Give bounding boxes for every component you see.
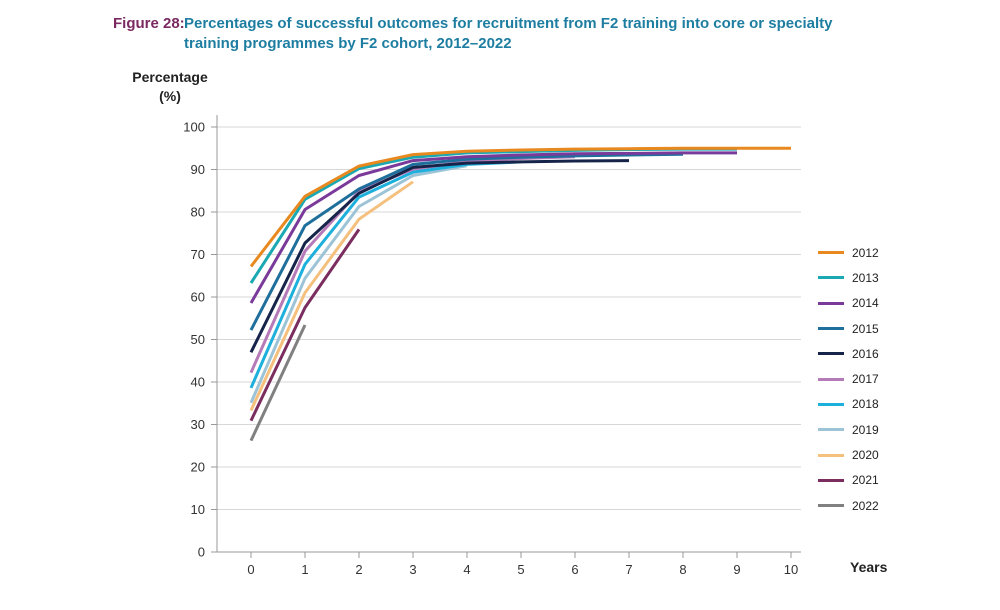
- series-line-2021: [249, 228, 361, 422]
- legend-label-2018: 2018: [852, 397, 879, 412]
- legend-item-2020: 2020: [818, 442, 898, 467]
- legend-item-2016: 2016: [818, 341, 898, 366]
- legend-label-2022: 2022: [852, 498, 879, 513]
- series-line-2016: [249, 159, 630, 353]
- legend-swatch-2017: [818, 377, 844, 381]
- legend-label-2017: 2017: [852, 372, 879, 387]
- x-tick-label-3: 3: [409, 562, 416, 577]
- legend-label-2015: 2015: [852, 321, 879, 336]
- legend-swatch-2013: [818, 276, 844, 280]
- legend-label-2016: 2016: [852, 346, 879, 361]
- legend-item-2014: 2014: [818, 291, 898, 316]
- x-tick-label-0: 0: [247, 562, 254, 577]
- series-line-2014: [249, 151, 737, 304]
- x-tick-label-6: 6: [571, 562, 578, 577]
- x-tick-label-5: 5: [517, 562, 524, 577]
- series-line-2019: [249, 164, 468, 404]
- legend-item-2017: 2017: [818, 366, 898, 391]
- legend-item-2019: 2019: [818, 417, 898, 442]
- legend-swatch-2014: [818, 301, 844, 305]
- legend-swatch-2016: [818, 352, 844, 356]
- legend-item-2015: 2015: [818, 316, 898, 341]
- legend-swatch-2012: [818, 251, 844, 255]
- legend-swatch-2020: [818, 453, 844, 457]
- y-tick-label-60: 60: [191, 290, 205, 305]
- y-tick-label-0: 0: [198, 545, 205, 560]
- x-tick-label-9: 9: [733, 562, 740, 577]
- legend-item-2022: 2022: [818, 493, 898, 518]
- x-tick-label-1: 1: [301, 562, 308, 577]
- x-tick-label-2: 2: [355, 562, 362, 577]
- figure-title: Figure 28: Percentages of successful out…: [113, 14, 873, 54]
- legend-item-2013: 2013: [818, 265, 898, 290]
- y-tick-label-80: 80: [191, 205, 205, 220]
- series-line-2012: [249, 146, 791, 268]
- y-axis-label-line-1: Percentage: [132, 69, 208, 85]
- y-tick-label-40: 40: [191, 375, 205, 390]
- legend-label-2013: 2013: [852, 270, 879, 285]
- legend-label-2014: 2014: [852, 296, 879, 311]
- x-tick-label-8: 8: [679, 562, 686, 577]
- chart-legend: 2012 2013 2014 2015 2016 2017 2018 2019 2020 2021…: [818, 240, 898, 518]
- series-line-2020: [249, 180, 414, 412]
- y-tick-label-20: 20: [191, 460, 205, 475]
- y-tick-label-50: 50: [191, 332, 205, 347]
- y-axis-label: Percentage (%): [120, 68, 220, 106]
- y-tick-label-70: 70: [191, 247, 205, 262]
- legend-swatch-2021: [818, 478, 844, 482]
- x-tick-label-4: 4: [463, 562, 470, 577]
- y-tick-label-90: 90: [191, 162, 205, 177]
- legend-swatch-2015: [818, 327, 844, 331]
- figure-number: Figure 28:: [113, 15, 185, 32]
- y-tick-label-10: 10: [191, 502, 205, 517]
- legend-swatch-2018: [818, 402, 844, 406]
- y-tick-label-100: 100: [183, 120, 205, 135]
- series-line-2015: [249, 152, 684, 331]
- series-line-2022: [249, 324, 307, 442]
- legend-item-2018: 2018: [818, 392, 898, 417]
- legend-swatch-2019: [818, 428, 844, 432]
- series-line-2017: [249, 155, 576, 374]
- legend-label-2019: 2019: [852, 422, 879, 437]
- x-tick-label-7: 7: [625, 562, 632, 577]
- legend-label-2020: 2020: [852, 448, 879, 463]
- legend-item-2021: 2021: [818, 468, 898, 493]
- legend-label-2021: 2021: [852, 473, 879, 488]
- y-axis-label-line-2: (%): [159, 88, 181, 104]
- x-tick-label-10: 10: [784, 562, 798, 577]
- x-axis-label: Years: [850, 559, 888, 575]
- legend-swatch-2022: [818, 504, 844, 508]
- figure-caption: Percentages of successful outcomes for r…: [184, 15, 833, 52]
- legend-item-2012: 2012: [818, 240, 898, 265]
- legend-label-2012: 2012: [852, 245, 879, 260]
- y-tick-label-30: 30: [191, 417, 205, 432]
